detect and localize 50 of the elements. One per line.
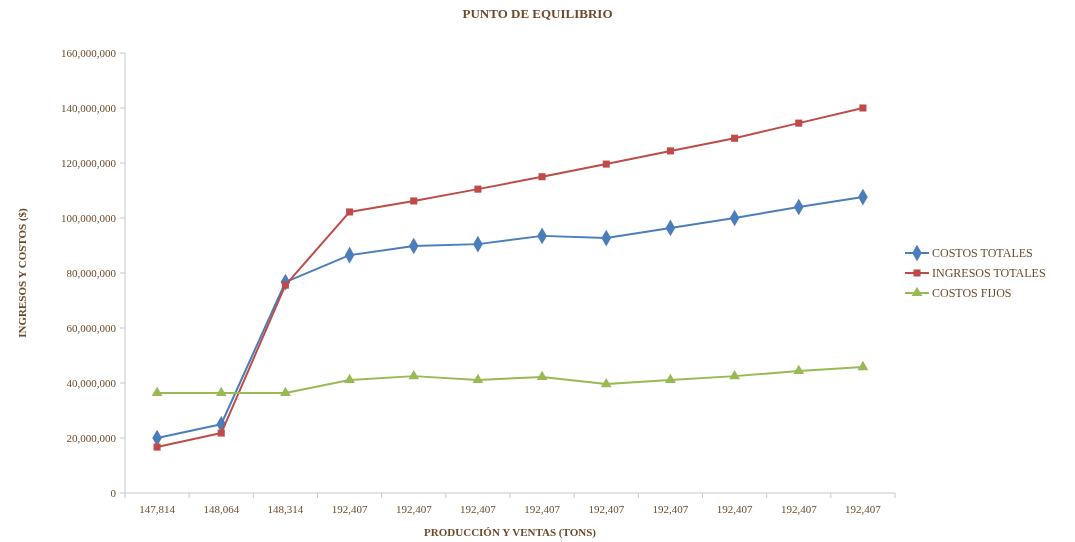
chart-title: PUNTO DE EQUILIBRIO — [462, 6, 613, 21]
point — [731, 134, 739, 142]
legend-label: COSTOS FIJOS — [932, 286, 1012, 301]
point — [151, 386, 163, 396]
y-tick-label: 80,000,000 — [66, 266, 117, 279]
point — [793, 364, 805, 374]
point — [666, 147, 674, 155]
point — [215, 386, 227, 396]
point — [536, 370, 548, 381]
x-tick-label: 192,407 — [652, 503, 689, 515]
y-axis-title: INGRESOS Y COSTOS ($) — [16, 207, 29, 338]
x-tick-label: 148,314 — [267, 503, 304, 515]
x-tick-label: 192,407 — [395, 503, 433, 515]
x-tick-label: 192,407 — [460, 503, 497, 515]
y-tick-label: 40,000,000 — [66, 376, 117, 389]
y-tick-label: 160,000,000 — [61, 46, 117, 59]
point — [474, 185, 482, 193]
y-tick-label: 120,000,000 — [61, 156, 117, 169]
point — [729, 369, 740, 380]
point — [795, 119, 803, 127]
point — [472, 373, 484, 384]
point — [857, 360, 869, 371]
x-tick-label: 192,407 — [331, 503, 368, 515]
point — [346, 208, 354, 216]
point — [602, 160, 610, 168]
point — [538, 173, 546, 181]
y-tick-label: 100,000,000 — [61, 211, 117, 224]
y-tick-label: 140,000,000 — [61, 101, 117, 114]
x-tick-label: 192,407 — [780, 503, 818, 515]
point — [344, 373, 355, 384]
x-tick-label: 192,407 — [524, 503, 561, 515]
x-axis-title: PRODUCCIÓN Y VENTAS (TONS) — [424, 526, 597, 539]
x-tick-label: 192,407 — [845, 503, 882, 515]
point — [408, 369, 420, 380]
x-tick-label: 192,407 — [588, 503, 625, 515]
legend-label: COSTOS TOTALES — [932, 246, 1033, 261]
point — [665, 373, 676, 384]
x-tick-label: 148,064 — [203, 503, 240, 515]
point — [217, 429, 225, 437]
y-tick-label: 60,000,000 — [66, 321, 117, 334]
legend-label: INGRESOS TOTALES — [932, 266, 1046, 281]
point — [280, 386, 291, 396]
point — [600, 377, 612, 388]
point — [859, 104, 867, 112]
y-tick-label: 20,000,000 — [66, 431, 117, 444]
y-tick-label: 0 — [110, 486, 117, 499]
point — [410, 197, 418, 205]
point — [153, 443, 161, 451]
x-tick-label: 192,407 — [716, 503, 753, 515]
x-tick-label: 147,814 — [139, 503, 176, 515]
